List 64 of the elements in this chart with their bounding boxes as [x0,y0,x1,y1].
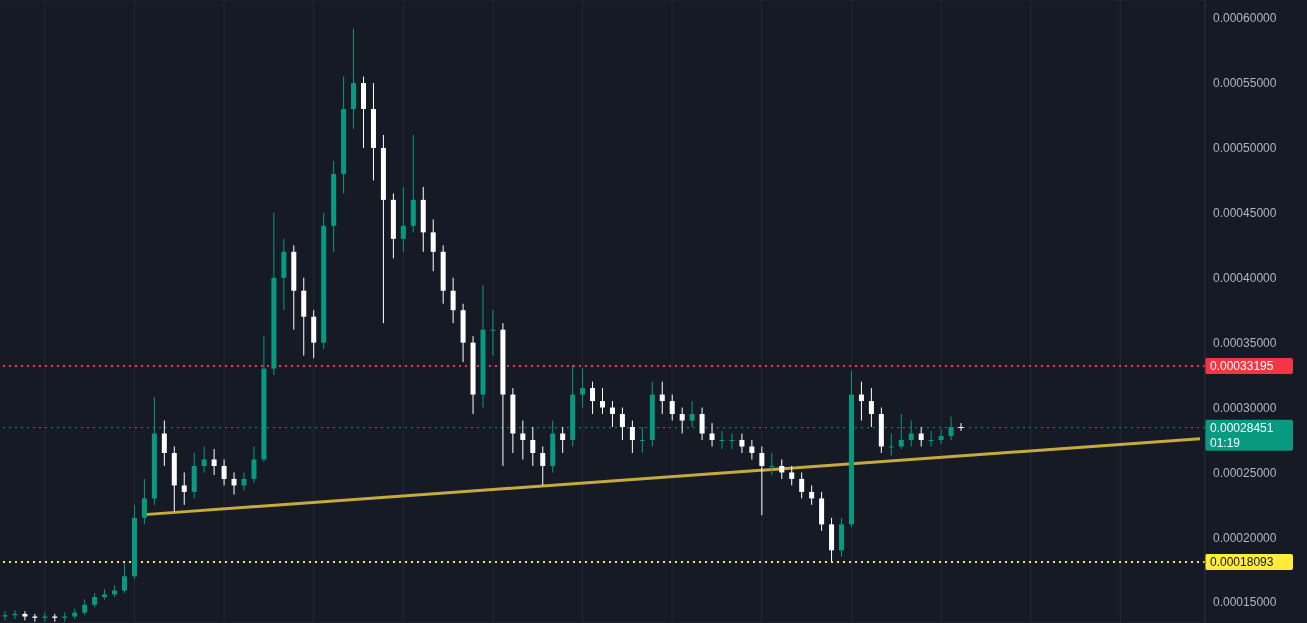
y-tick-label: 0.00060000 [1213,11,1277,26]
candlestick [719,430,725,450]
candlestick [679,407,685,434]
candlestick [948,416,954,441]
ref-line-label: 0.00033195 [1210,359,1274,374]
candlestick [400,186,406,253]
candlestick [221,458,227,486]
candlestick [121,562,127,594]
candlestick [181,471,187,506]
candlestick [22,610,28,621]
candlestick [938,429,944,445]
candlestick [928,430,934,447]
y-tick-label: 0.00025000 [1213,465,1277,480]
ref-line-label: 0.00028451 [1210,420,1274,435]
y-tick-label: 0.00045000 [1213,206,1277,221]
candlestick [888,433,894,457]
candlestick [799,471,805,499]
y-tick-label: 0.00055000 [1213,76,1277,91]
candlestick [2,610,8,621]
y-tick-label: 0.00020000 [1213,530,1277,545]
candlestick [958,422,964,432]
candlestick [211,448,217,476]
candlestick [161,420,167,467]
candlestick [868,387,874,428]
candlestick [699,407,705,441]
candlestick [858,381,864,422]
candlestick [560,426,566,454]
candlestick [580,368,586,409]
candlestick [141,478,147,525]
y-tick-label: 0.00050000 [1213,141,1277,156]
candlestick [749,439,755,460]
candlestick [659,381,665,415]
candlestick [600,387,606,415]
candlestick [520,420,526,460]
y-tick-label: 0.00030000 [1213,400,1277,415]
candlestick [450,277,456,324]
y-tick-label: 0.00040000 [1213,271,1277,286]
candlestick [609,400,615,428]
candlestick [739,433,745,454]
candlestick [729,433,735,450]
candlestick [490,309,496,357]
candlestick [759,445,765,516]
candlestick [918,426,924,447]
candlestick [231,471,237,496]
candlestick [789,465,795,486]
y-tick-label: 0.00015000 [1213,595,1277,610]
candlestick [530,426,536,467]
candlestick [619,407,625,441]
candlestick [241,471,247,492]
candlestick [540,445,546,486]
candlestick [809,484,815,506]
candlestick [201,445,207,473]
ref-line-label: 0.00018093 [1210,555,1274,570]
candlestick [590,381,596,415]
candlestick [779,458,785,480]
candlestick [709,422,715,447]
candlestick [689,400,695,428]
candlestick [430,218,436,272]
y-tick-label: 0.00035000 [1213,335,1277,350]
candlestick [629,420,635,454]
text: 01:19 [1210,435,1241,450]
candlestick [669,394,675,422]
candlestick [769,452,775,476]
candlestick [251,445,257,484]
